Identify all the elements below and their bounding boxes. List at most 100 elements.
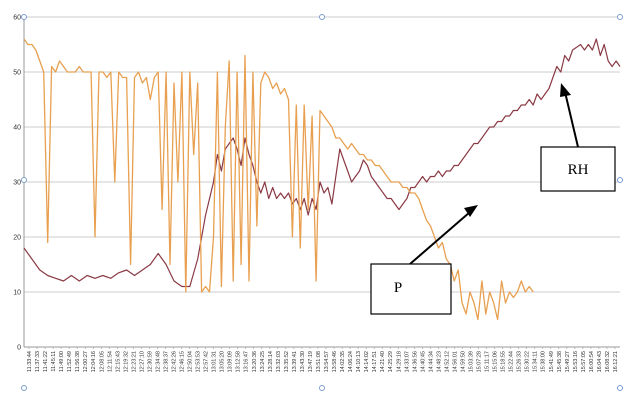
x-tick-label: 11:52:49 <box>67 351 73 372</box>
x-tick-label: 15:38:00 <box>541 351 547 372</box>
x-tick-label: 13:54:57 <box>324 351 330 372</box>
x-tick-label: 12:15:43 <box>115 351 121 372</box>
x-tick-label: 11:56:38 <box>75 351 81 372</box>
y-axis-ticks: 0 10 20 30 40 50 60 <box>13 15 21 352</box>
grid-lines <box>23 16 620 348</box>
x-tick-label: 11:49:00 <box>59 351 65 372</box>
x-tick-label: 15:15:06 <box>493 351 499 372</box>
x-tick-label: 14:36:56 <box>412 351 418 372</box>
x-tick-label: 14:40:45 <box>420 351 426 372</box>
x-tick-label: 13:09:09 <box>228 351 234 372</box>
x-tick-label: 16:04:43 <box>597 351 603 372</box>
x-tick-label: 15:57:05 <box>581 351 587 372</box>
x-tick-label: 13:39:41 <box>292 351 298 372</box>
x-tick-label: 15:11:17 <box>485 351 491 372</box>
x-tick-label: 13:20:36 <box>252 351 258 372</box>
x-tick-label: 13:24:25 <box>260 351 266 372</box>
x-tick-label: 12:00:27 <box>83 351 89 372</box>
x-tick-label: 13:32:03 <box>276 351 282 372</box>
y-tick-label: 50 <box>13 70 21 77</box>
x-tick-label: 15:18:55 <box>501 351 507 372</box>
x-tick-label: 15:34:11 <box>533 351 539 372</box>
x-tick-label: 14:52:12 <box>444 351 450 372</box>
x-tick-label: 14:02:35 <box>340 351 346 372</box>
x-tick-label: 13:35:52 <box>284 351 290 372</box>
x-tick-label: 12:19:32 <box>123 351 129 372</box>
x-tick-label: 15:03:39 <box>469 351 475 372</box>
rh-arrow-head <box>560 83 571 97</box>
resize-handle-top-left[interactable] <box>21 14 27 20</box>
x-tick-label: 15:22:44 <box>509 351 515 372</box>
resize-handle-bottom-mid[interactable] <box>319 385 325 391</box>
x-tick-label: 14:25:29 <box>388 351 394 372</box>
resize-handle-bottom-left[interactable] <box>21 385 27 391</box>
x-tick-label: 14:10:13 <box>356 351 362 372</box>
x-tick-label: 12:42:26 <box>172 351 178 372</box>
x-tick-label: 11:45:11 <box>51 351 57 372</box>
x-tick-label: 15:30:22 <box>525 351 531 372</box>
x-tick-label: 12:08:05 <box>99 351 105 372</box>
y-tick-label: 30 <box>13 180 21 187</box>
x-tick-label: 15:49:27 <box>565 351 571 372</box>
x-tick-label: 11:37:33 <box>35 351 41 372</box>
x-tick-label: 13:43:30 <box>300 351 306 372</box>
resize-handle-mid-left[interactable] <box>21 177 27 183</box>
x-tick-label: 11:33:44 <box>27 351 33 372</box>
p-annotation: P <box>370 205 478 315</box>
x-tick-label: 14:33:07 <box>404 351 410 372</box>
y-tick-label: 40 <box>13 125 21 132</box>
p-label-box <box>370 263 452 315</box>
x-tick-label: 14:21:40 <box>380 351 386 372</box>
x-tick-label: 12:27:10 <box>139 351 145 372</box>
x-tick-label: 13:01:31 <box>212 351 218 372</box>
series-lines <box>23 38 621 321</box>
p-arrow-line <box>409 211 471 265</box>
x-tick-label: 14:44:34 <box>428 351 434 372</box>
x-tick-label: 14:14:02 <box>364 351 370 372</box>
series-line-rh <box>23 38 621 288</box>
x-tick-label: 12:46:15 <box>180 351 186 372</box>
x-tick-label: 12:04:16 <box>91 351 97 372</box>
x-tick-label: 13:51:08 <box>316 351 322 372</box>
x-tick-label: 14:29:18 <box>396 351 402 372</box>
y-tick-label: 20 <box>13 235 21 242</box>
x-tick-label: 14:17:51 <box>372 351 378 372</box>
x-tick-label: 13:58:46 <box>332 351 338 372</box>
x-tick-label: 15:26:33 <box>517 351 523 372</box>
x-tick-label: 15:07:28 <box>477 351 483 372</box>
x-tick-label: 14:59:50 <box>460 351 466 372</box>
y-tick-label: 10 <box>13 290 21 297</box>
x-tick-label: 13:05:20 <box>220 351 226 372</box>
x-tick-label: 14:48:23 <box>436 351 442 372</box>
chart-frame-handles <box>21 14 623 391</box>
resize-handle-mid-right[interactable] <box>617 177 623 183</box>
x-tick-label: 15:45:38 <box>557 351 563 372</box>
x-tick-label: 16:12:21 <box>613 351 619 372</box>
resize-handle-bottom-right[interactable] <box>617 385 623 391</box>
x-tick-label: 13:28:14 <box>268 351 274 372</box>
resize-handle-top-right[interactable] <box>617 14 623 20</box>
x-tick-label: 15:41:49 <box>549 351 555 372</box>
rh-arrow-line <box>564 91 579 148</box>
x-tick-label: 12:23:21 <box>131 351 137 372</box>
rh-annotation: RH <box>540 83 616 192</box>
x-axis-ticks: 11:33:44 11:37:33 11:41:22 11:45:11 11:49:00… <box>27 347 619 372</box>
x-tick-label: 12:30:59 <box>147 351 153 372</box>
y-tick-label: 0 <box>17 345 21 352</box>
resize-handle-top-mid[interactable] <box>319 14 325 20</box>
rh-label: RH <box>568 162 589 178</box>
x-tick-label: 13:47:19 <box>308 351 314 372</box>
x-tick-label: 16:00:54 <box>589 351 595 372</box>
x-tick-label: 12:53:53 <box>196 351 202 372</box>
p-label: P <box>394 280 402 296</box>
x-tick-label: 13:12:58 <box>236 351 242 372</box>
x-tick-label: 12:11:54 <box>107 351 113 372</box>
x-tick-label: 12:34:48 <box>155 351 161 372</box>
x-tick-label: 12:50:04 <box>188 351 194 372</box>
x-tick-label: 13:16:47 <box>244 351 250 372</box>
x-tick-label: 16:08:32 <box>605 351 611 372</box>
series-line-p <box>23 38 534 321</box>
rh-label-box <box>540 146 616 192</box>
x-tick-label: 14:56:01 <box>452 351 458 372</box>
